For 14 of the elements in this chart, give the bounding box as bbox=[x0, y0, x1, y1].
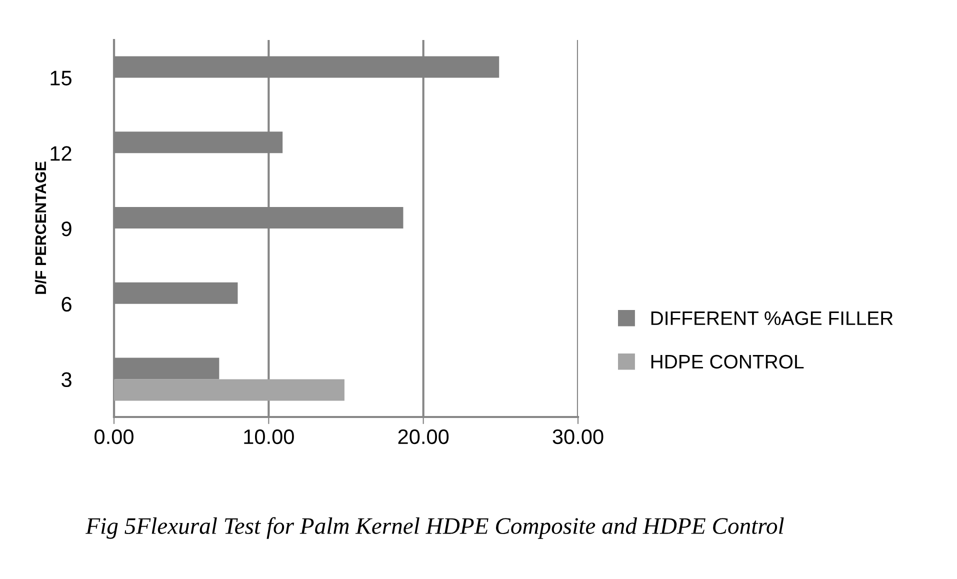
x-tick-label: 10.00 bbox=[244, 429, 294, 444]
x-tick-label: 0.00 bbox=[94, 429, 134, 444]
caption: Fig 5Flexural Test for Palm Kernel HDPE Composite and HDPE Control bbox=[86, 517, 784, 539]
y-tick-label: 6 bbox=[62, 296, 72, 312]
x-tick-label: 30.00 bbox=[552, 429, 604, 444]
y-axis-title: D/F PERCENTAGE bbox=[34, 162, 46, 294]
y-tick-label: 15 bbox=[50, 70, 72, 86]
x-tick-label: 20.00 bbox=[398, 429, 449, 444]
y-tick-label: 12 bbox=[50, 146, 72, 161]
legend-label: HDPE CONTROL bbox=[651, 354, 804, 369]
y-tick-label: 9 bbox=[62, 222, 72, 236]
legend-label: DIFFERENT %AGE FILLER bbox=[651, 311, 893, 326]
y-tick-label: 3 bbox=[62, 372, 72, 388]
bar bbox=[114, 379, 344, 401]
